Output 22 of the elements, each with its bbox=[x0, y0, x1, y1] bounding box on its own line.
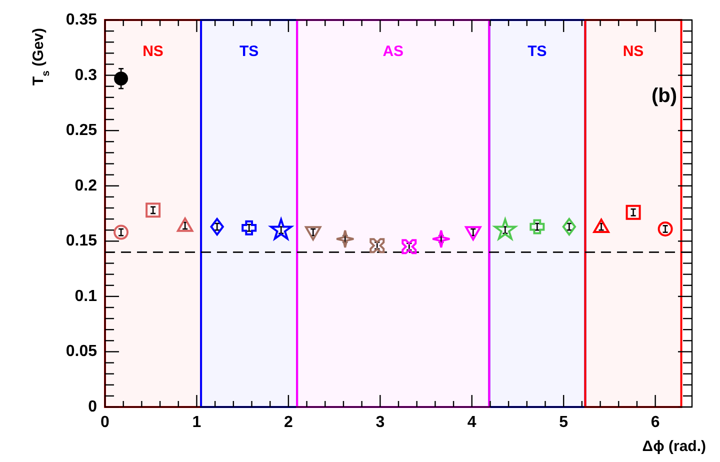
y-tick-label: 0.35 bbox=[66, 12, 98, 28]
x-axis-title: Δϕ (rad.) bbox=[642, 438, 706, 455]
band-label: NS bbox=[142, 43, 164, 60]
y-tick-label: 0 bbox=[88, 398, 98, 416]
y-tick-label: 0.1 bbox=[74, 288, 98, 305]
band-label: TS bbox=[239, 43, 259, 60]
band-label: TS bbox=[528, 43, 547, 60]
band-label: NS bbox=[622, 43, 644, 60]
x-tick-label: 0 bbox=[100, 414, 110, 431]
y-tick-label: 0.25 bbox=[66, 122, 98, 140]
x-tick-label: 2 bbox=[284, 414, 293, 431]
y-tick-label: 0.3 bbox=[74, 66, 98, 84]
annotation: (b) bbox=[651, 85, 677, 107]
x-tick-label: 4 bbox=[467, 414, 476, 431]
x-tick-label: 1 bbox=[192, 414, 202, 431]
y-tick-label: 0.2 bbox=[74, 177, 98, 194]
x-tick-label: 3 bbox=[376, 414, 385, 431]
x-tick-label: 5 bbox=[559, 414, 568, 431]
x-tick-label: 6 bbox=[650, 414, 660, 431]
y-tick-label: 0.15 bbox=[66, 232, 98, 250]
y-tick-label: 0.05 bbox=[66, 343, 98, 360]
band-label: AS bbox=[382, 43, 404, 60]
